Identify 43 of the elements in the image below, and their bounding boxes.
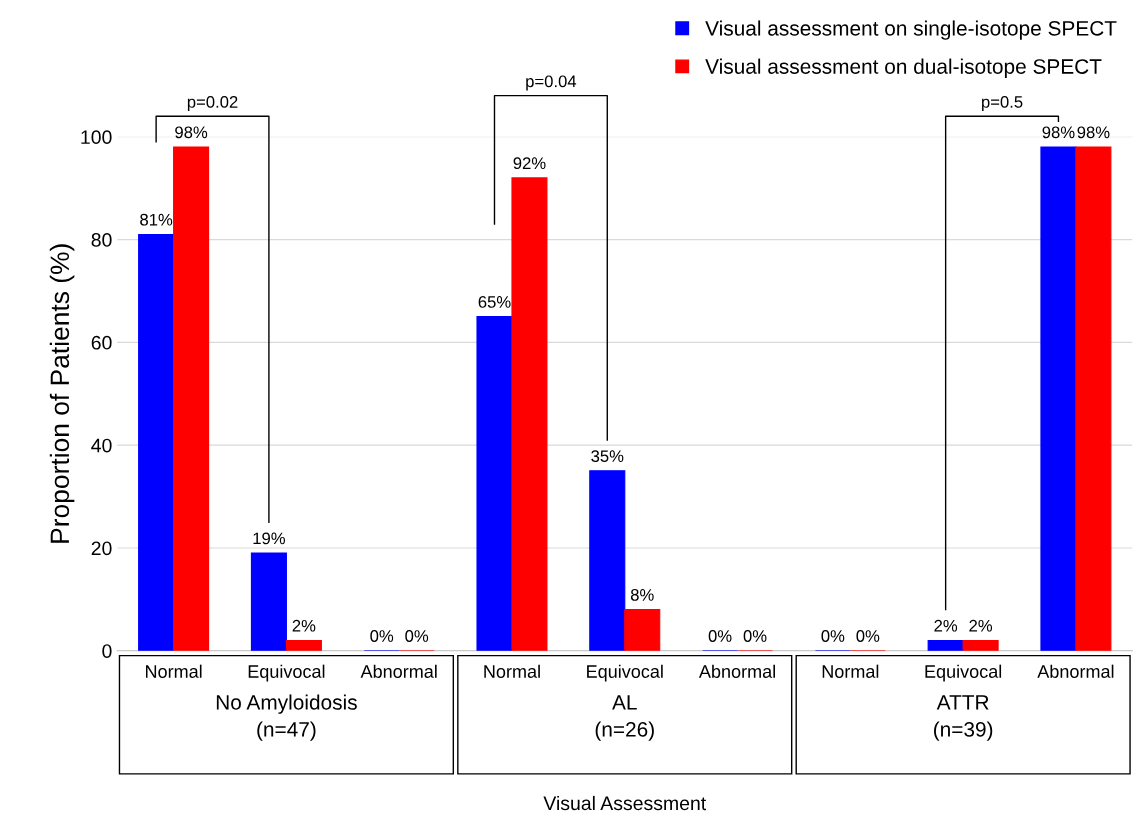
x-tick-label: Abnormal: [698, 664, 775, 678]
data-label: 0%: [708, 630, 732, 642]
data-label: 98%: [1042, 126, 1075, 139]
data-label: 98%: [175, 126, 208, 139]
y-axis-title: Proportion of Patients (%): [49, 244, 75, 543]
x-tick-label: Equivocal: [248, 664, 325, 682]
data-label: 81%: [140, 213, 173, 226]
y-tick-label: 60: [91, 335, 112, 350]
data-label: 0%: [743, 630, 767, 642]
data-label: 0%: [856, 630, 880, 642]
y-tick-label: 40: [91, 438, 112, 453]
x-tick-label: Equivocal: [587, 664, 663, 682]
data-label: 92%: [513, 157, 546, 170]
text: p=0.5: [982, 95, 1023, 112]
y-tick-label: 0: [102, 644, 112, 658]
legend-label: Visual assessment on dual-isotope SPECT: [705, 58, 1102, 78]
data-label: 8%: [630, 588, 654, 601]
data-label: 0%: [405, 630, 429, 642]
y-tick-label: 100: [81, 130, 112, 145]
data-label: 2%: [292, 619, 316, 632]
legend-label: Visual assessment on single-isotope SPECT: [705, 20, 1117, 40]
text: No Amyloidosis (n=47): [216, 694, 357, 741]
data-label: 2%: [969, 619, 993, 632]
data-label: 98%: [1077, 126, 1110, 139]
x-tick-label: Normal: [484, 664, 540, 678]
data-label: 0%: [821, 630, 845, 642]
data-label: 2%: [934, 619, 958, 632]
text: p=0.04: [526, 75, 577, 91]
x-tick-label: Normal: [146, 664, 202, 678]
data-label: 35%: [591, 450, 624, 463]
text: AL (n=26): [595, 695, 654, 741]
y-tick-label: 20: [91, 541, 112, 556]
x-tick-label: Normal: [822, 664, 879, 678]
text: p=0.02: [187, 95, 238, 112]
y-tick-label: 80: [91, 233, 112, 247]
x-tick-label: Abnormal: [1037, 664, 1114, 678]
x-tick-label: Abnormal: [360, 664, 437, 678]
text: Visual Assessment: [543, 795, 707, 811]
text: ATTR (n=39): [934, 695, 993, 741]
x-tick-label: Equivocal: [925, 664, 1002, 682]
data-label: 65%: [478, 296, 511, 308]
data-label: 19%: [253, 532, 285, 545]
data-label: 0%: [370, 630, 394, 642]
